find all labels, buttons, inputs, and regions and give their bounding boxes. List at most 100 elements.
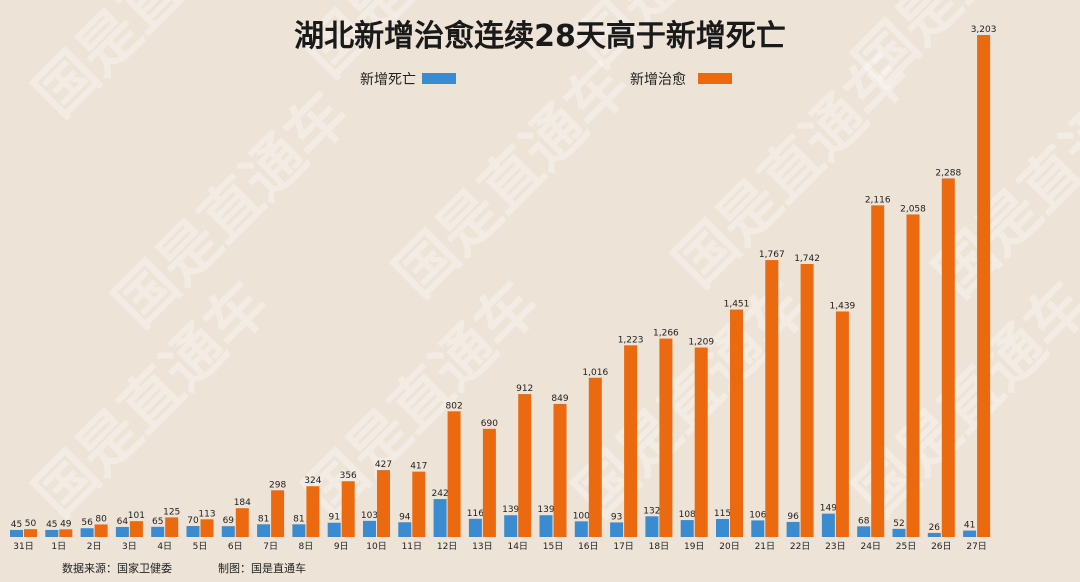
x-tick-label: 4日 xyxy=(157,541,172,552)
bar-recoveries xyxy=(24,529,37,537)
watermark-text: 国是直通车 xyxy=(381,49,643,311)
x-tick-label: 23日 xyxy=(825,541,845,552)
value-label-recoveries: 184 xyxy=(234,498,251,508)
value-label-recoveries: 427 xyxy=(375,460,392,470)
bar-recoveries xyxy=(624,345,638,537)
x-tick-label: 11日 xyxy=(402,541,422,552)
x-tick-label: 8日 xyxy=(299,541,314,552)
bar-recoveries xyxy=(94,524,108,537)
bar-recoveries xyxy=(129,521,143,537)
bar-deaths xyxy=(680,520,694,537)
value-label-recoveries: 1,016 xyxy=(582,368,608,378)
bar-deaths xyxy=(433,499,447,537)
value-label-deaths: 41 xyxy=(964,521,975,531)
bar-deaths xyxy=(927,532,941,537)
watermark-text: 国是直通车 xyxy=(21,0,283,131)
value-label-deaths: 65 xyxy=(152,517,163,527)
x-tick-label: 24日 xyxy=(860,541,880,552)
bar-deaths xyxy=(292,524,306,537)
x-tick-label: 22日 xyxy=(790,541,810,552)
bar-recoveries xyxy=(871,205,885,537)
value-label-deaths: 103 xyxy=(361,511,378,521)
bar-recoveries xyxy=(906,214,920,537)
bar-recoveries xyxy=(941,178,955,537)
bar-recoveries xyxy=(518,394,532,537)
legend-label-recoveries: 新增治愈 xyxy=(630,72,686,88)
value-label-recoveries: 1,266 xyxy=(653,329,679,339)
bar-deaths xyxy=(327,522,341,537)
bar-recoveries xyxy=(200,519,214,537)
legend: 新增死亡 新增治愈 xyxy=(360,72,732,88)
value-label-deaths: 132 xyxy=(643,506,660,516)
value-label-deaths: 91 xyxy=(328,513,339,523)
bar-deaths xyxy=(857,526,871,537)
value-label-deaths: 81 xyxy=(258,514,269,524)
x-tick-label: 27日 xyxy=(966,541,986,552)
value-label-deaths: 93 xyxy=(611,512,622,522)
value-label-deaths: 116 xyxy=(467,509,484,519)
value-label-recoveries: 3,203 xyxy=(971,25,997,35)
value-label-recoveries: 1,451 xyxy=(724,300,750,310)
bar-recoveries xyxy=(588,377,602,537)
x-tick-label: 6日 xyxy=(228,541,243,552)
value-label-recoveries: 912 xyxy=(516,384,533,394)
bar-recoveries xyxy=(165,517,179,537)
value-label-deaths: 139 xyxy=(502,505,519,515)
value-label-recoveries: 49 xyxy=(60,519,72,529)
value-label-recoveries: 1,439 xyxy=(830,301,856,311)
value-label-deaths: 100 xyxy=(573,511,590,521)
value-label-recoveries: 690 xyxy=(481,419,498,429)
bar-recoveries xyxy=(482,428,496,537)
value-label-deaths: 45 xyxy=(46,520,57,530)
bar-recoveries xyxy=(977,35,991,537)
value-label-deaths: 81 xyxy=(293,514,304,524)
value-label-recoveries: 849 xyxy=(551,394,568,404)
value-label-recoveries: 2,058 xyxy=(900,204,926,214)
value-label-deaths: 52 xyxy=(893,519,904,529)
x-tick-label: 5日 xyxy=(193,541,208,552)
value-label-recoveries: 80 xyxy=(95,514,107,524)
legend-swatch-recoveries xyxy=(698,73,732,84)
x-tick-label: 20日 xyxy=(719,541,739,552)
x-tick-label: 10日 xyxy=(366,541,386,552)
value-label-recoveries: 802 xyxy=(446,401,463,411)
bar-recoveries xyxy=(447,411,461,537)
x-tick-label: 2日 xyxy=(87,541,102,552)
x-tick-label: 19日 xyxy=(684,541,704,552)
bar-deaths xyxy=(115,526,129,537)
value-label-deaths: 108 xyxy=(679,510,696,520)
x-tick-label: 14日 xyxy=(507,541,527,552)
x-tick-label: 18日 xyxy=(649,541,669,552)
value-label-recoveries: 125 xyxy=(163,507,180,517)
value-label-recoveries: 101 xyxy=(128,511,145,521)
value-label-deaths: 96 xyxy=(787,512,799,522)
value-label-deaths: 149 xyxy=(820,504,837,514)
bar-recoveries xyxy=(235,508,249,537)
value-label-recoveries: 113 xyxy=(198,509,215,519)
bar-recoveries xyxy=(59,529,73,537)
bar-deaths xyxy=(45,529,59,537)
bar-recoveries xyxy=(694,347,708,537)
chart-title: 湖北新增治愈连续28天高于新增死亡 xyxy=(294,19,786,54)
value-label-deaths: 56 xyxy=(81,518,93,528)
chart-credit: 制图：国是直通车 xyxy=(218,561,306,575)
x-axis: 31日 1日 2日 3日 4日 5日 6日 7日 8日 9日 10日 11日 12日 13日 14日 15日 1… xyxy=(13,541,987,552)
bar-recoveries xyxy=(730,309,743,537)
bar-deaths xyxy=(504,515,518,537)
value-label-recoveries: 417 xyxy=(410,462,427,472)
x-tick-label: 21日 xyxy=(755,541,775,552)
bar-deaths xyxy=(610,522,624,537)
bar-recoveries xyxy=(765,260,779,537)
value-label-recoveries: 2,116 xyxy=(865,195,891,205)
value-label-deaths: 106 xyxy=(749,510,766,520)
bar-recoveries xyxy=(800,263,814,537)
x-tick-label: 31日 xyxy=(13,541,33,552)
bar-deaths xyxy=(892,528,906,537)
bar-deaths xyxy=(716,518,729,537)
value-label-recoveries: 50 xyxy=(25,519,37,529)
bar-recoveries xyxy=(553,403,567,537)
bar-deaths xyxy=(257,524,271,537)
value-label-recoveries: 1,223 xyxy=(618,335,644,345)
bar-deaths xyxy=(186,526,200,537)
